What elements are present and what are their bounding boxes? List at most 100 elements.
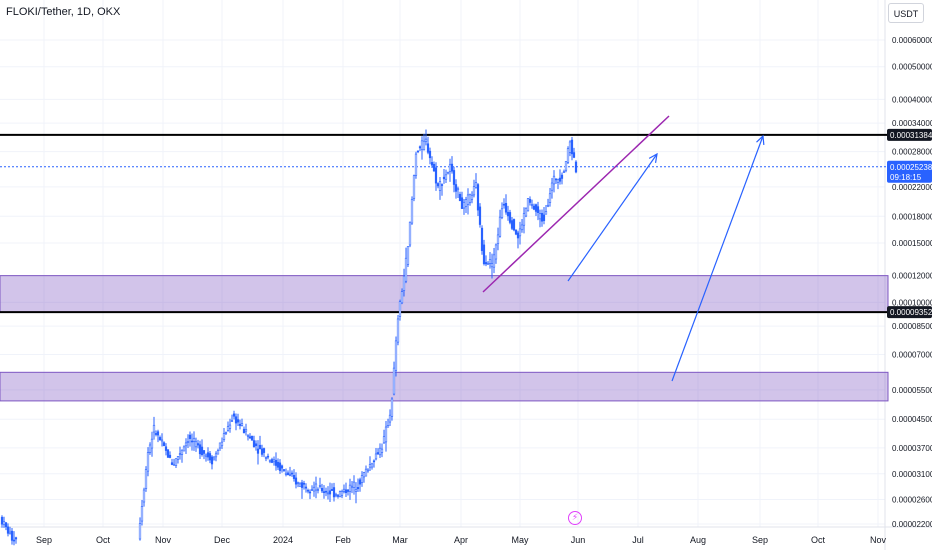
candle-body	[500, 208, 504, 218]
candle-body	[10, 530, 14, 541]
candle-body	[378, 447, 382, 456]
candle-body	[452, 170, 456, 185]
candle-body	[202, 450, 206, 454]
candle-body	[252, 440, 256, 448]
candle-body	[412, 175, 416, 199]
candle-body	[330, 489, 334, 491]
candle-body	[298, 483, 302, 487]
candle-body	[138, 523, 142, 540]
candle-body	[458, 193, 462, 202]
horizontal-lines	[0, 133, 888, 314]
drawings	[482, 115, 765, 382]
candle-body	[284, 472, 288, 475]
candle-body	[14, 537, 18, 540]
candle-body	[522, 213, 526, 226]
price-axis[interactable]: 0.00060000 0.00050000 0.00040000 0.00034000…	[892, 36, 932, 529]
candle-body	[322, 491, 326, 493]
candle-body	[192, 437, 196, 442]
candle-body	[372, 460, 376, 463]
candle-body	[438, 181, 442, 191]
candle-body	[404, 257, 408, 282]
candle-body	[6, 526, 10, 534]
candle-body	[318, 485, 322, 487]
candle-body	[340, 491, 344, 496]
candle-body	[520, 224, 524, 231]
candle-body	[374, 453, 378, 460]
candle-body	[344, 489, 348, 494]
candle-body	[506, 211, 510, 217]
candle-body	[574, 161, 578, 173]
support-zone[interactable]	[0, 275, 889, 313]
candle-body	[554, 178, 558, 181]
x-tick-label: Dec	[214, 535, 231, 545]
candle-body	[348, 484, 352, 492]
candle-body	[158, 437, 162, 441]
time-axis[interactable]: Sep Oct Nov Dec 2024 Feb Mar Apr May Jun Jul Aug Sep…	[36, 535, 887, 545]
candle-body	[430, 162, 434, 166]
candle-body	[472, 186, 476, 196]
x-tick-label: Mar	[392, 535, 408, 545]
candle-body	[460, 197, 464, 209]
candle-body	[488, 259, 492, 264]
candle-body	[328, 490, 332, 495]
candle-body	[436, 183, 440, 187]
x-tick-label: Nov	[155, 535, 172, 545]
candle-body	[462, 202, 466, 209]
candle-body	[278, 462, 282, 471]
candle-body	[336, 495, 340, 497]
candlestick-series	[0, 129, 578, 546]
candle-body	[546, 204, 550, 207]
x-tick-label: Oct	[96, 535, 111, 545]
candle-body	[306, 489, 310, 492]
candle-body	[454, 184, 458, 192]
candle-body	[490, 263, 494, 268]
candle-body	[146, 452, 150, 472]
candle-body	[316, 489, 320, 491]
y-tick-label: 0.00005500	[892, 386, 932, 395]
candle-body	[568, 141, 572, 153]
candle-body	[544, 211, 548, 215]
currency-unit-button[interactable]: USDT	[888, 3, 924, 23]
candle-body	[566, 148, 570, 163]
candle-body	[266, 455, 270, 458]
candle-body	[486, 263, 490, 265]
candle-body	[334, 494, 338, 496]
candle-body	[390, 398, 394, 417]
candle-body	[190, 440, 194, 443]
candle-body	[304, 486, 308, 489]
y-tick-label: 0.00034000	[892, 119, 932, 128]
candle-body	[494, 244, 498, 260]
candle-body	[264, 457, 268, 459]
candle-body	[218, 442, 222, 449]
candle-body	[216, 450, 220, 455]
chart-title: FLOKI/Tether, 1D, OKX	[6, 6, 121, 18]
candle-body	[366, 469, 370, 472]
candle-body	[294, 477, 298, 485]
candle-body	[572, 152, 576, 158]
candle-body	[414, 153, 418, 176]
candle-body	[350, 485, 354, 488]
level-price-label: 0.00009352	[887, 306, 932, 319]
lightning-icon[interactable]: ⚡	[568, 511, 582, 525]
candle-body	[552, 175, 556, 185]
candle-body	[210, 456, 214, 465]
candle-body	[392, 367, 396, 395]
x-tick-label: Jul	[632, 535, 644, 545]
trendline[interactable]	[482, 115, 670, 293]
candle-body	[464, 199, 468, 207]
candle-body	[428, 150, 432, 159]
projection-arrow[interactable]	[567, 152, 658, 282]
candle-body	[230, 420, 234, 422]
candle-body	[514, 229, 518, 235]
candle-body	[512, 219, 516, 231]
candle-body	[362, 472, 366, 478]
candle-body	[184, 442, 188, 447]
candle-body	[172, 464, 176, 466]
support-zone[interactable]	[0, 371, 889, 402]
candle-body	[220, 441, 224, 447]
projection-arrow[interactable]	[671, 134, 765, 382]
candle-body	[540, 212, 544, 222]
candle-body	[0, 516, 4, 525]
